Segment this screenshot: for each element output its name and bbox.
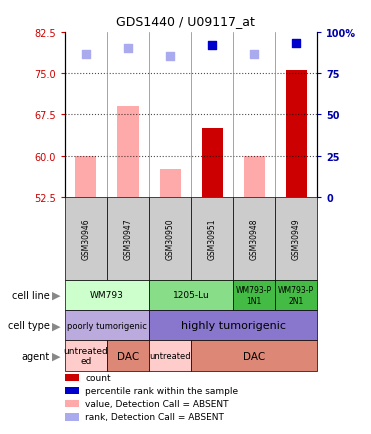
Bar [244,156,265,197]
Text: percentile rank within the sample: percentile rank within the sample [85,386,239,395]
Bar [191,197,233,280]
Text: DAC: DAC [243,351,265,361]
Text: poorly tumorigenic: poorly tumorigenic [67,321,147,330]
Text: GSM30949: GSM30949 [292,218,301,260]
Text: ▶: ▶ [52,321,60,330]
Text: ▶: ▶ [52,351,60,361]
Bar [107,197,149,280]
Bar [65,280,149,310]
Bar [65,341,107,371]
Point [83,51,89,58]
Text: rank, Detection Call = ABSENT: rank, Detection Call = ABSENT [85,412,224,421]
Text: WM793: WM793 [90,291,124,299]
Text: GSM30951: GSM30951 [208,218,217,260]
Text: 1205-Lu: 1205-Lu [173,291,210,299]
Text: GSM30950: GSM30950 [165,218,174,260]
Point [167,54,173,61]
Bar [118,107,138,197]
Bar [275,197,317,280]
Point [125,46,131,53]
Bar [286,71,307,197]
Point [209,43,215,50]
Text: WM793-P
2N1: WM793-P 2N1 [278,286,314,305]
Bar [75,156,96,197]
Text: GSM30946: GSM30946 [82,218,91,260]
Bar [233,280,275,310]
Point [251,51,257,58]
Text: WM793-P
1N1: WM793-P 1N1 [236,286,272,305]
Bar [65,310,149,341]
Bar [65,387,79,395]
Text: DAC: DAC [117,351,139,361]
Bar [65,197,107,280]
Text: untreated: untreated [149,352,191,360]
Bar [65,400,79,408]
Text: highly tumorigenic: highly tumorigenic [181,321,286,330]
Bar [149,280,233,310]
Bar [149,197,191,280]
Bar [201,129,223,197]
Bar [191,341,317,371]
Text: agent: agent [22,351,50,361]
Bar [160,170,181,197]
Text: GDS1440 / U09117_at: GDS1440 / U09117_at [116,15,255,28]
Text: cell type: cell type [8,321,50,330]
Bar [233,197,275,280]
Bar [107,341,149,371]
Bar [149,310,317,341]
Bar [65,374,79,381]
Bar [65,413,79,421]
Text: untreated
ed: untreated ed [63,346,108,365]
Text: GSM30948: GSM30948 [250,218,259,260]
Text: value, Detection Call = ABSENT: value, Detection Call = ABSENT [85,399,229,408]
Bar [275,280,317,310]
Point [293,40,299,47]
Text: cell line: cell line [12,290,50,300]
Text: GSM30947: GSM30947 [124,218,132,260]
Text: count: count [85,373,111,382]
Text: ▶: ▶ [52,290,60,300]
Bar [149,341,191,371]
